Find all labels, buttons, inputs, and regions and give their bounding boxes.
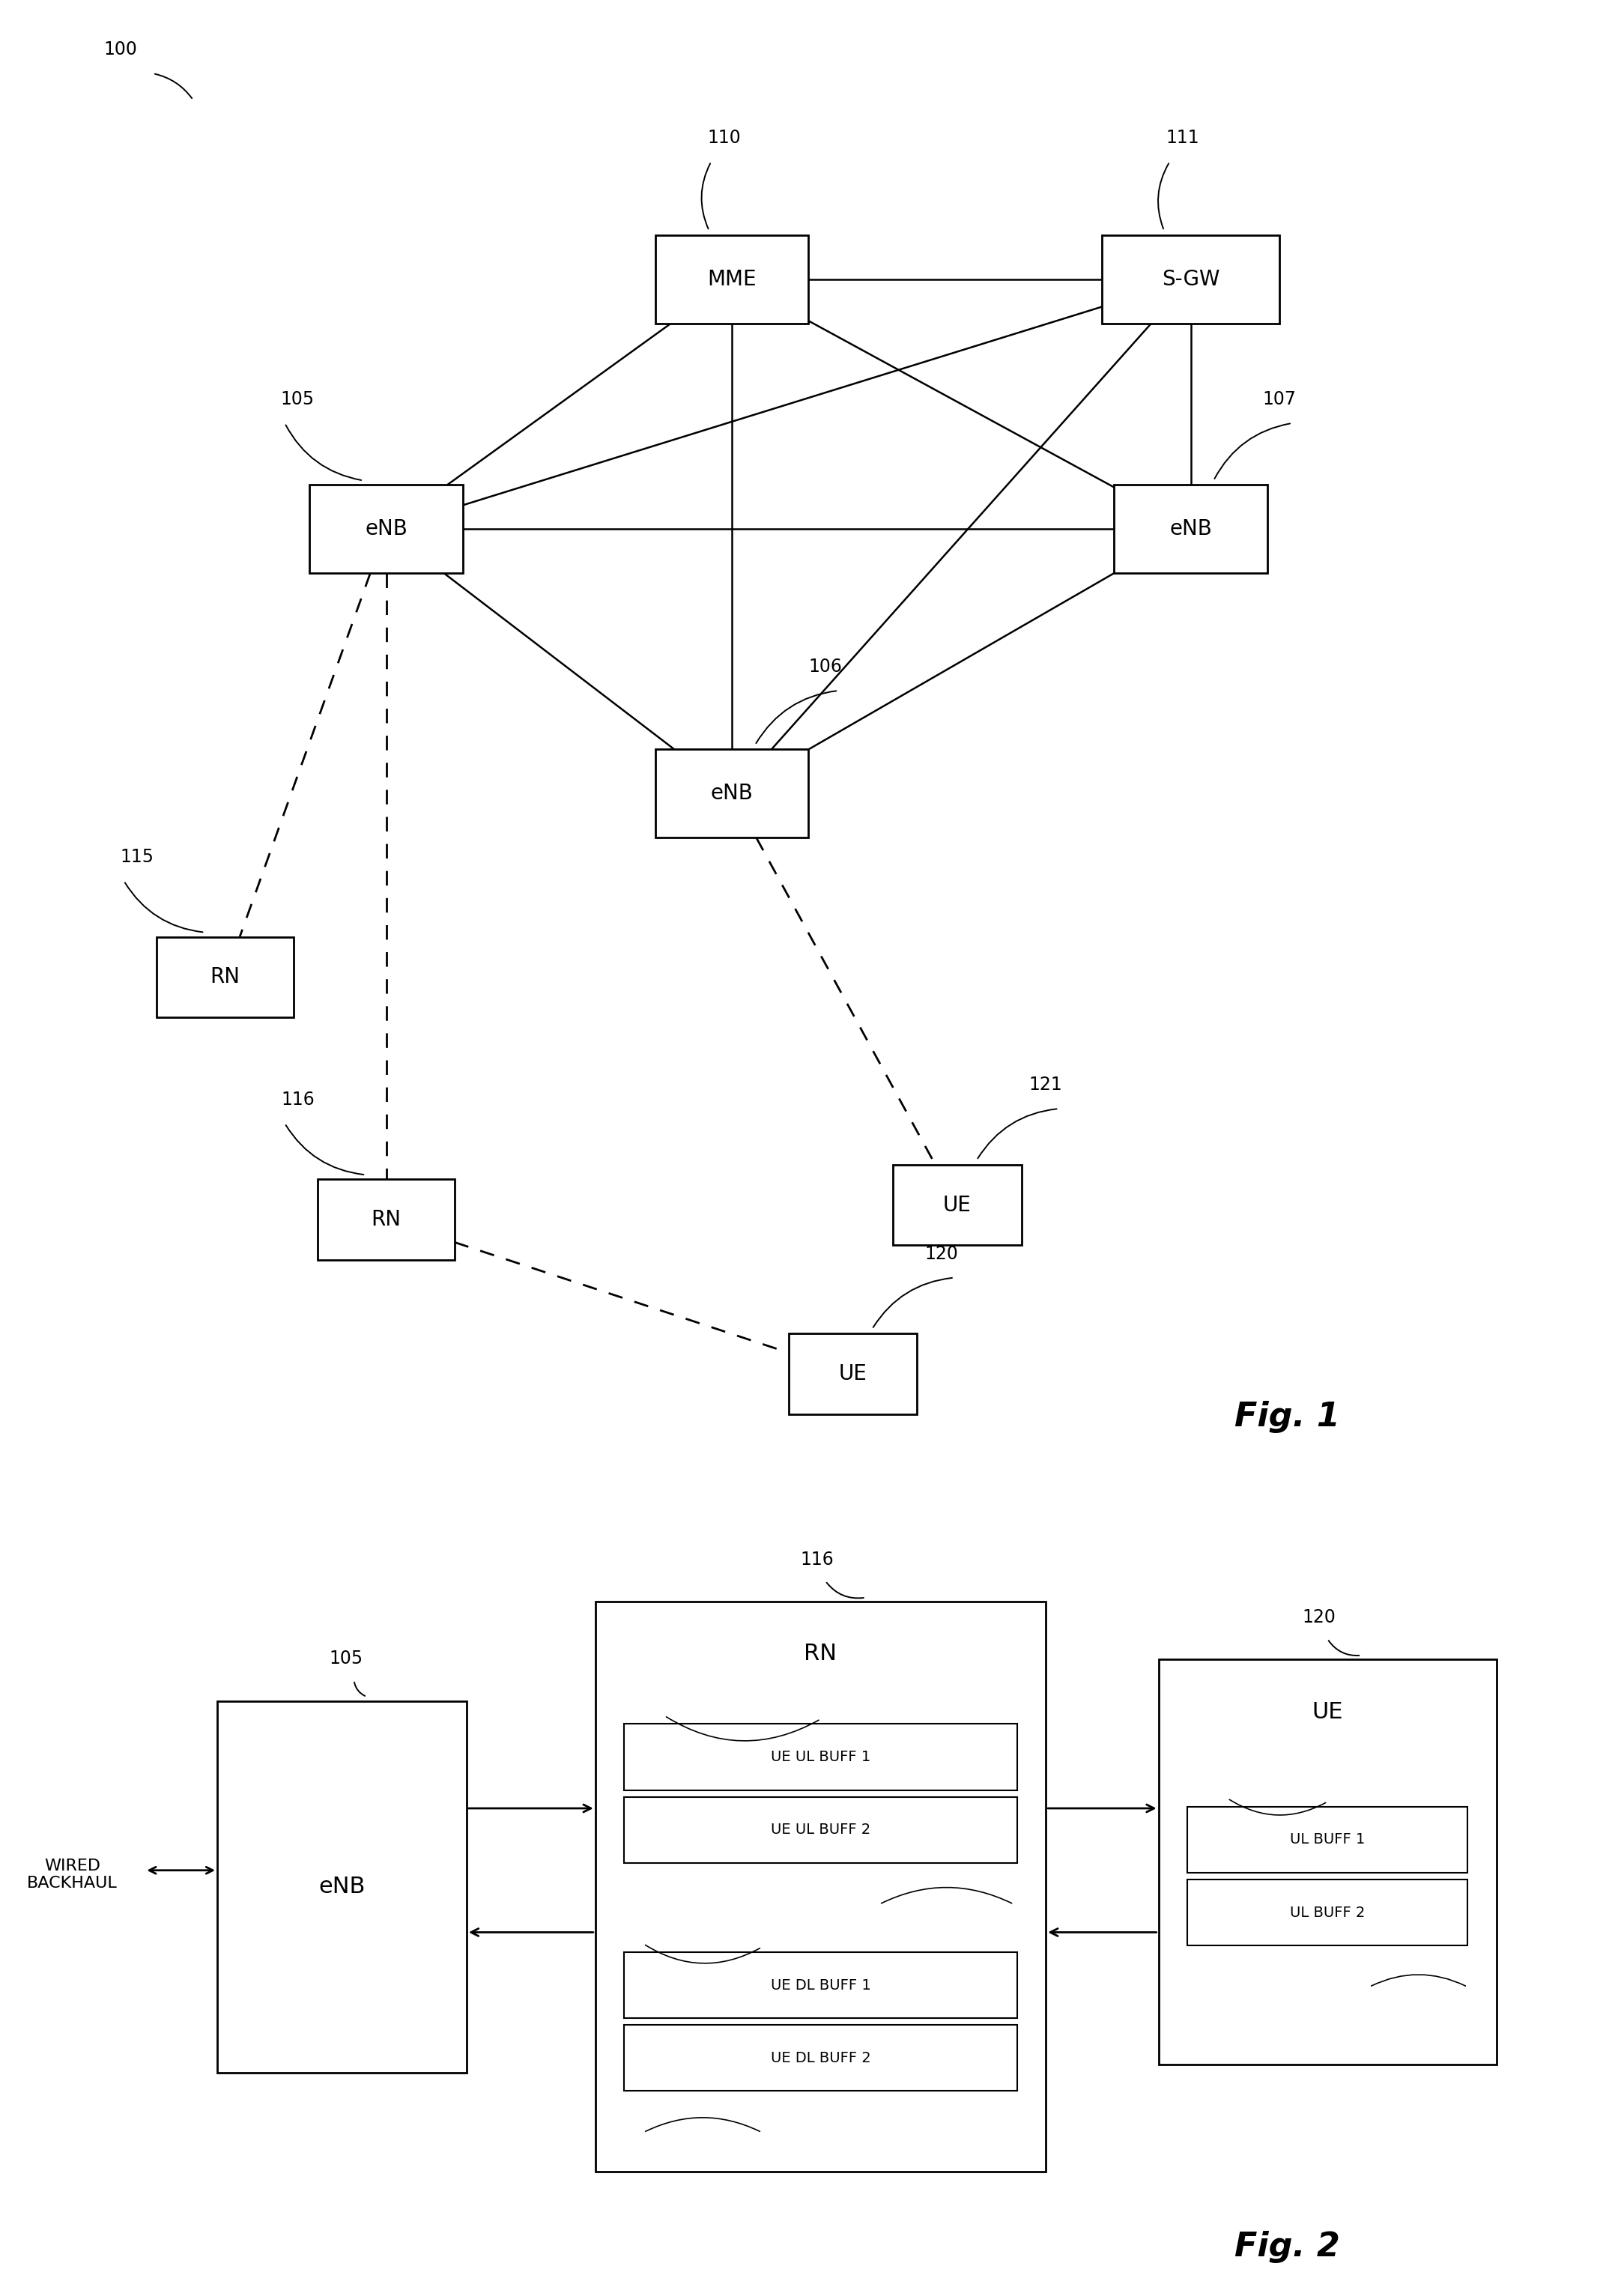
Text: eNB: eNB xyxy=(319,1876,365,1899)
Text: UL BUFF 1: UL BUFF 1 xyxy=(1290,1832,1364,1846)
Bar xyxy=(788,1334,917,1414)
Text: 120: 120 xyxy=(925,1244,957,1263)
Text: eNB: eNB xyxy=(711,783,753,804)
Text: MME: MME xyxy=(708,269,756,289)
Text: 111: 111 xyxy=(1167,129,1199,147)
Bar xyxy=(893,1164,1022,1244)
Text: 206: 206 xyxy=(1453,1986,1483,2002)
Bar xyxy=(1187,1807,1467,1874)
Text: S-GW: S-GW xyxy=(1162,269,1220,289)
Text: eNB: eNB xyxy=(1170,519,1212,540)
Text: 216: 216 xyxy=(608,2133,639,2147)
Text: Fig. 2: Fig. 2 xyxy=(1234,2232,1340,2264)
Text: 106: 106 xyxy=(809,659,842,675)
Bar xyxy=(595,1603,1046,2172)
Text: UE: UE xyxy=(943,1194,972,1215)
Text: UE UL BUFF 2: UE UL BUFF 2 xyxy=(771,1823,870,1837)
Text: RN: RN xyxy=(211,967,240,987)
Text: 116: 116 xyxy=(282,1091,314,1109)
Text: ⋮: ⋮ xyxy=(809,1890,832,1910)
Bar xyxy=(624,1952,1017,2018)
Text: 107: 107 xyxy=(1263,390,1295,409)
Bar xyxy=(1102,234,1279,324)
Text: RN: RN xyxy=(372,1210,401,1231)
Text: ⋮: ⋮ xyxy=(1316,1972,1339,1993)
Text: 210: 210 xyxy=(632,1699,663,1713)
Text: 121: 121 xyxy=(1030,1077,1062,1093)
Text: 116: 116 xyxy=(801,1550,833,1568)
Text: 105: 105 xyxy=(280,390,315,409)
Bar xyxy=(1113,484,1268,574)
Bar xyxy=(1187,1880,1467,1945)
Bar xyxy=(317,1180,454,1261)
Text: 211: 211 xyxy=(999,1903,1030,1919)
Bar xyxy=(1158,1660,1496,2064)
Bar xyxy=(624,1798,1017,1862)
Text: UE UL BUFF 1: UE UL BUFF 1 xyxy=(771,1750,870,1763)
Bar xyxy=(624,1724,1017,1791)
Text: UE DL BUFF 1: UE DL BUFF 1 xyxy=(771,1979,870,1993)
Text: UE: UE xyxy=(838,1364,867,1384)
Text: eNB: eNB xyxy=(365,519,407,540)
Text: 105: 105 xyxy=(328,1651,364,1667)
Text: 100: 100 xyxy=(105,41,137,60)
Bar xyxy=(656,234,809,324)
Text: UE DL BUFF 2: UE DL BUFF 2 xyxy=(771,2050,870,2064)
Text: UE: UE xyxy=(1311,1701,1344,1722)
Text: ⋮: ⋮ xyxy=(809,2117,832,2140)
Text: UL BUFF 2: UL BUFF 2 xyxy=(1290,1906,1364,1919)
Text: WIRED
BACKHAUL: WIRED BACKHAUL xyxy=(27,1857,117,1890)
Bar xyxy=(624,2025,1017,2092)
Text: RN: RN xyxy=(804,1644,837,1665)
Text: 215: 215 xyxy=(603,1926,634,1942)
Text: 110: 110 xyxy=(708,129,740,147)
Bar xyxy=(656,748,809,838)
Text: Fig. 1: Fig. 1 xyxy=(1234,1401,1340,1433)
Bar xyxy=(309,484,463,574)
Text: 205: 205 xyxy=(1195,1782,1226,1795)
Text: 115: 115 xyxy=(121,847,153,866)
Bar xyxy=(217,1701,467,2073)
Bar xyxy=(158,937,293,1017)
Text: 120: 120 xyxy=(1303,1609,1335,1626)
